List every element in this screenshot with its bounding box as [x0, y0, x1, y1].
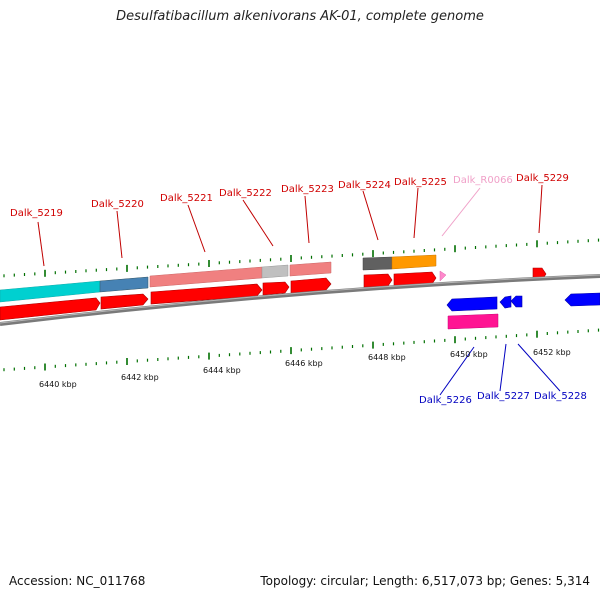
cog-segment-darkgray[interactable]: [362, 256, 393, 271]
top-tick-track: [3, 238, 600, 278]
leader-lines: [37, 184, 561, 396]
scale-label: 6450 kbp: [450, 350, 488, 359]
bottom-tick-track: [3, 328, 600, 372]
cog-segment-orange[interactable]: [391, 254, 437, 270]
gene-label-dalk-5222[interactable]: Dalk_5222: [219, 188, 272, 199]
genome-summary-text: Topology: circular; Length: 6,517,073 bp…: [260, 574, 590, 588]
cog-band: [0, 254, 437, 303]
gene-arrow-dalk-5225[interactable]: [393, 271, 437, 287]
cog-segment-salmon[interactable]: [149, 266, 263, 288]
scale-label: 6446 kbp: [285, 359, 323, 368]
scale-labels: 6440 kbp 6442 kbp 6444 kbp 6446 kbp 6448…: [39, 348, 571, 389]
rna-arrow-dalk-r0066[interactable]: [439, 270, 447, 282]
gene-arrow-dalk-5222[interactable]: [262, 281, 290, 296]
scale-label: 6442 kbp: [121, 373, 159, 382]
accession-text: Accession: NC_011768: [9, 574, 146, 588]
gene-label-dalk-5227[interactable]: Dalk_5227: [477, 391, 530, 402]
forward-strand: [0, 267, 547, 321]
scale-label: 6440 kbp: [39, 380, 77, 389]
gene-arrow-dalk-5219[interactable]: [0, 297, 101, 321]
gene-label-dalk-5224[interactable]: Dalk_5224: [338, 180, 391, 191]
reverse-strand: [446, 292, 600, 330]
gene-arrow-dalk-5224[interactable]: [363, 273, 393, 288]
gene-label-dalk-5219[interactable]: Dalk_5219: [10, 208, 63, 219]
genome-backbone-highlight: [0, 274, 600, 324]
gene-label-dalk-5226[interactable]: Dalk_5226: [419, 395, 472, 406]
scale-label: 6444 kbp: [203, 366, 241, 375]
gene-arrow-dalk-5220[interactable]: [100, 293, 149, 310]
gene-arrow-dalk-5228[interactable]: [510, 295, 523, 308]
genome-backbone: [0, 274, 600, 326]
gene-arrow-dalk-5226[interactable]: [446, 296, 498, 312]
cog-segment-lightgray[interactable]: [261, 264, 289, 279]
cog-segment-salmon-2[interactable]: [289, 261, 332, 277]
cog-segment-steelblue[interactable]: [99, 276, 149, 293]
gene-arrow-dalk-5223[interactable]: [290, 277, 332, 294]
gene-label-dalk-5225[interactable]: Dalk_5225: [394, 177, 447, 188]
gene-label-dalk-5223[interactable]: Dalk_5223: [281, 184, 334, 195]
gene-arrow-unlabeled-reverse[interactable]: [564, 292, 600, 307]
gene-labels: Dalk_5219 Dalk_5220 Dalk_5221 Dalk_5222 …: [10, 173, 587, 406]
gene-label-dalk-5221[interactable]: Dalk_5221: [160, 193, 213, 204]
gene-arrow-dalk-5227[interactable]: [499, 295, 512, 309]
gene-label-dalk-5229[interactable]: Dalk_5229: [516, 173, 569, 184]
gene-label-dalk-5220[interactable]: Dalk_5220: [91, 199, 144, 210]
scale-label: 6448 kbp: [368, 353, 406, 362]
cog-segment-magenta[interactable]: [447, 313, 499, 330]
gene-label-dalk-5228[interactable]: Dalk_5228: [534, 391, 587, 402]
scale-label: 6452 kbp: [533, 348, 571, 357]
gene-arrow-dalk-5221[interactable]: [150, 283, 263, 305]
gene-label-dalk-r0066[interactable]: Dalk_R0066: [453, 175, 513, 186]
genome-title: Desulfatibacillum alkenivorans AK-01, co…: [116, 9, 484, 24]
